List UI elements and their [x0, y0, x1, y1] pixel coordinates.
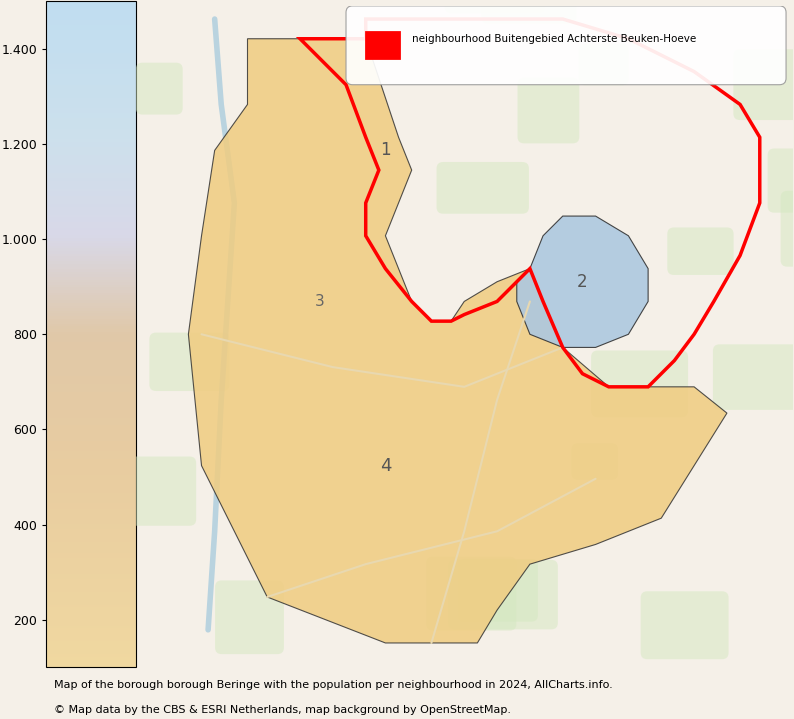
Polygon shape	[188, 39, 727, 643]
FancyBboxPatch shape	[243, 0, 315, 48]
FancyBboxPatch shape	[601, 56, 703, 117]
Text: neighbourhood Buitengebied Achterste Beuken-Hoeve: neighbourhood Buitengebied Achterste Beu…	[412, 34, 696, 44]
FancyBboxPatch shape	[598, 603, 683, 646]
FancyBboxPatch shape	[310, 144, 357, 208]
Text: Map of the borough borough Beringe with the population per neighbourhood in 2024: Map of the borough borough Beringe with …	[54, 679, 612, 690]
Text: 4: 4	[380, 457, 391, 475]
FancyBboxPatch shape	[641, 110, 738, 168]
FancyBboxPatch shape	[346, 6, 786, 85]
FancyBboxPatch shape	[711, 134, 794, 179]
Text: © Map data by the CBS & ESRI Netherlands, map background by OpenStreetMap.: © Map data by the CBS & ESRI Netherlands…	[54, 705, 511, 715]
FancyBboxPatch shape	[436, 312, 484, 389]
Text: 3: 3	[315, 294, 325, 309]
FancyBboxPatch shape	[225, 44, 310, 99]
FancyBboxPatch shape	[446, 533, 547, 584]
Bar	[366, 32, 399, 58]
FancyBboxPatch shape	[538, 53, 611, 103]
Text: 1: 1	[380, 142, 391, 160]
FancyBboxPatch shape	[134, 490, 225, 546]
FancyBboxPatch shape	[377, 446, 433, 493]
FancyBboxPatch shape	[164, 370, 239, 420]
FancyBboxPatch shape	[583, 350, 649, 391]
FancyBboxPatch shape	[636, 64, 744, 99]
FancyBboxPatch shape	[529, 587, 624, 636]
FancyBboxPatch shape	[314, 291, 367, 329]
Polygon shape	[517, 216, 648, 347]
FancyBboxPatch shape	[290, 0, 391, 44]
Text: 2: 2	[577, 273, 588, 290]
FancyBboxPatch shape	[515, 143, 590, 191]
FancyBboxPatch shape	[470, 479, 519, 545]
